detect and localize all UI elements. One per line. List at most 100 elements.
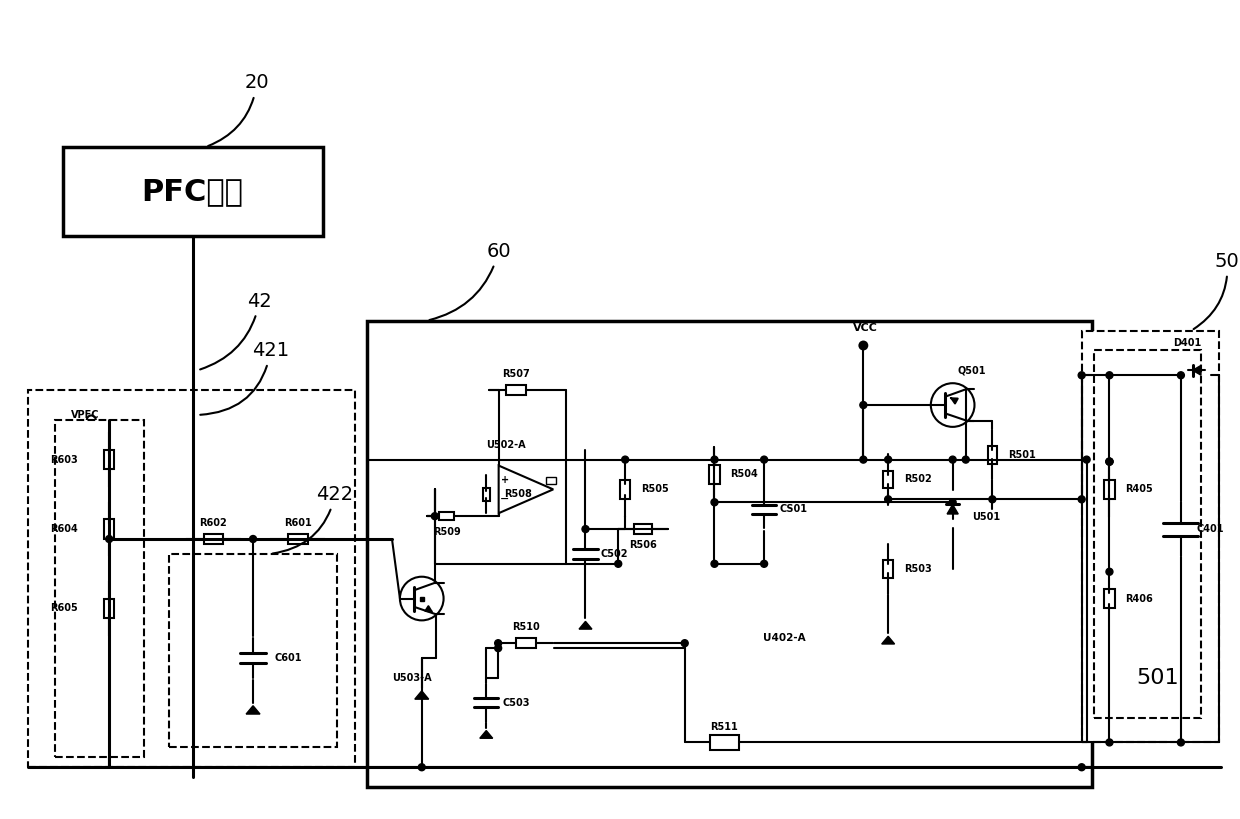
Text: 60: 60 [429, 242, 511, 320]
Circle shape [711, 499, 718, 506]
Polygon shape [1193, 365, 1202, 375]
Circle shape [760, 456, 768, 463]
Text: R502: R502 [904, 474, 931, 485]
Text: CS01: CS01 [780, 505, 808, 514]
Circle shape [962, 456, 970, 463]
Text: U501: U501 [972, 512, 1001, 523]
Circle shape [1178, 372, 1184, 378]
Bar [711, 735, 739, 750]
Text: R509: R509 [433, 527, 460, 537]
Text: R507: R507 [502, 369, 529, 379]
Circle shape [495, 645, 502, 652]
Text: R508: R508 [505, 489, 532, 500]
Text: R510: R510 [512, 622, 539, 632]
Bar [620, 480, 630, 500]
Bar [987, 446, 997, 464]
Text: R406: R406 [1126, 594, 1153, 604]
Text: 50: 50 [1194, 252, 1240, 329]
Text: −: − [500, 494, 510, 504]
Bar [104, 519, 114, 539]
Bar [1105, 589, 1115, 609]
Circle shape [1106, 739, 1114, 746]
Circle shape [884, 456, 892, 463]
Circle shape [711, 560, 718, 568]
Text: U502-A: U502-A [486, 440, 526, 450]
Circle shape [1106, 458, 1114, 465]
Text: 422: 422 [273, 486, 353, 554]
Circle shape [1178, 739, 1184, 746]
Circle shape [1079, 764, 1085, 771]
Circle shape [988, 495, 996, 503]
Text: C601: C601 [275, 653, 303, 663]
Text: 421: 421 [200, 342, 289, 414]
Bar [506, 385, 526, 396]
Circle shape [858, 341, 868, 351]
Circle shape [621, 456, 629, 463]
Text: R602: R602 [200, 518, 227, 528]
Bar [104, 599, 114, 618]
Bar [1081, 331, 1219, 743]
Bar [439, 513, 454, 520]
Text: R501: R501 [1008, 450, 1035, 459]
Polygon shape [882, 636, 894, 644]
Text: R504: R504 [730, 469, 758, 479]
Bar [634, 524, 652, 534]
Text: R601: R601 [284, 518, 311, 528]
Bar [1094, 351, 1200, 717]
Text: +: + [501, 475, 508, 485]
Text: R604: R604 [50, 524, 77, 534]
Text: R605: R605 [50, 604, 77, 613]
Circle shape [615, 560, 621, 568]
Bar [546, 477, 557, 484]
Text: R405: R405 [1126, 484, 1153, 495]
Circle shape [1106, 372, 1114, 378]
Text: VCC: VCC [853, 323, 878, 333]
Circle shape [760, 560, 768, 568]
Circle shape [249, 536, 257, 542]
Circle shape [1079, 372, 1085, 378]
Circle shape [711, 456, 718, 463]
Circle shape [418, 764, 425, 771]
Bar [27, 390, 356, 767]
Bar [104, 450, 114, 469]
Circle shape [105, 536, 113, 542]
Text: C503: C503 [502, 698, 529, 708]
Circle shape [859, 456, 867, 463]
Circle shape [432, 513, 438, 519]
Circle shape [1079, 495, 1085, 503]
Bar [883, 471, 893, 488]
Text: R511: R511 [711, 722, 738, 731]
Bar [420, 596, 424, 600]
Text: 20: 20 [208, 74, 269, 146]
Bar [1105, 480, 1115, 500]
Bar [883, 560, 893, 577]
Bar [62, 147, 322, 237]
Polygon shape [246, 706, 260, 714]
Text: U503-A: U503-A [392, 673, 432, 683]
Bar [482, 487, 490, 501]
Circle shape [884, 495, 892, 503]
Circle shape [1106, 568, 1114, 575]
Text: R503: R503 [904, 563, 931, 574]
Circle shape [495, 640, 502, 647]
Polygon shape [480, 731, 492, 738]
Bar [288, 534, 308, 544]
Text: VPFC: VPFC [72, 410, 100, 420]
Circle shape [949, 456, 956, 463]
Polygon shape [415, 691, 429, 699]
Text: C502: C502 [600, 549, 627, 559]
Text: D401: D401 [1173, 337, 1202, 347]
Text: R603: R603 [50, 455, 77, 464]
Circle shape [949, 499, 956, 506]
Text: 501: 501 [1137, 668, 1179, 688]
Circle shape [1106, 458, 1114, 465]
Bar [203, 534, 223, 544]
Circle shape [1084, 456, 1090, 463]
Polygon shape [579, 622, 591, 629]
Bar [709, 464, 719, 484]
Bar [55, 420, 144, 758]
Text: U402-A: U402-A [763, 633, 805, 643]
Circle shape [1106, 458, 1114, 465]
Text: Q501: Q501 [957, 365, 986, 375]
Text: C401: C401 [1197, 524, 1224, 534]
